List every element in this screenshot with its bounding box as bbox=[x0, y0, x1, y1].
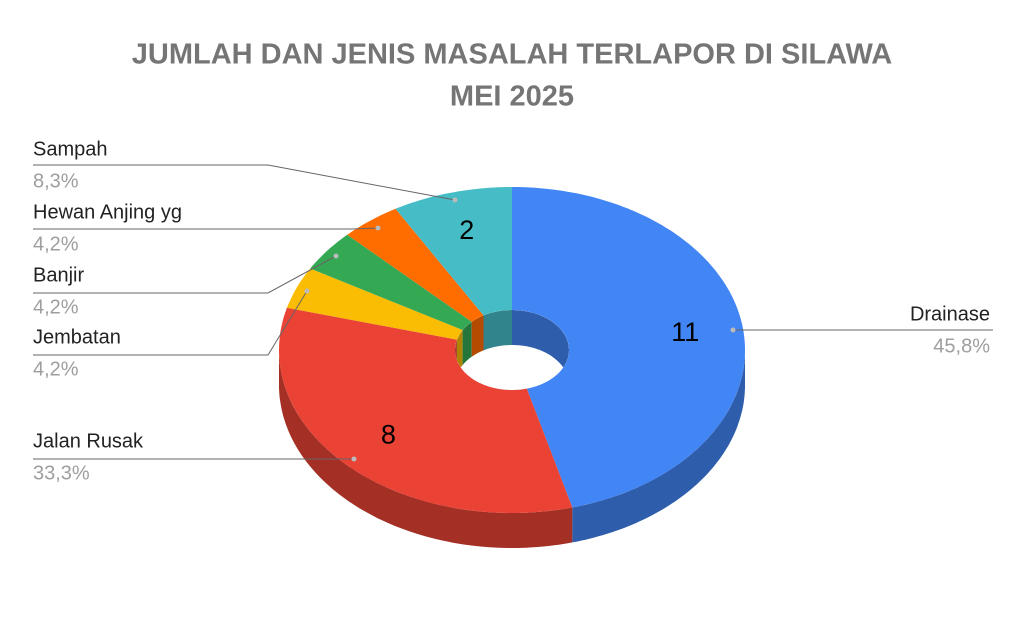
category-label: Drainase bbox=[910, 303, 990, 325]
inner-side bbox=[471, 315, 484, 357]
leader-dot bbox=[730, 327, 736, 333]
leader-dot bbox=[333, 253, 339, 259]
leader-dot bbox=[452, 197, 458, 203]
category-label: Jembatan bbox=[33, 326, 121, 348]
leader-dot bbox=[304, 288, 310, 294]
leader-line bbox=[33, 227, 379, 230]
inner-side bbox=[483, 310, 512, 351]
leader-dot bbox=[375, 225, 381, 231]
category-label: Sampah bbox=[33, 138, 108, 160]
percent-label: 33,3% bbox=[33, 462, 90, 484]
slice-side bbox=[572, 350, 745, 543]
leader-dot bbox=[351, 456, 357, 462]
leader-line bbox=[33, 290, 308, 356]
slice bbox=[286, 268, 463, 340]
leader-line bbox=[33, 164, 456, 201]
inner-side bbox=[462, 321, 472, 365]
leader-line bbox=[33, 255, 337, 294]
slice-side bbox=[279, 350, 573, 548]
chart-title: JUMLAH DAN JENIS MASALAH TERLAPOR DI SIL… bbox=[132, 39, 893, 71]
data-label: 8 bbox=[381, 420, 396, 450]
slice bbox=[310, 234, 472, 330]
category-label: Banjir bbox=[33, 264, 84, 286]
percent-label: 4,2% bbox=[33, 296, 79, 318]
percent-label: 45,8% bbox=[933, 335, 990, 357]
data-label: 2 bbox=[459, 215, 474, 245]
percent-label: 4,2% bbox=[33, 233, 79, 255]
category-label: Jalan Rusak bbox=[33, 430, 144, 452]
inner-side bbox=[512, 310, 569, 385]
data-label: 11 bbox=[671, 317, 699, 347]
chart-title: MEI 2025 bbox=[450, 81, 574, 113]
slice bbox=[279, 307, 573, 513]
percent-label: 8,3% bbox=[33, 170, 79, 192]
slice bbox=[347, 208, 484, 322]
percent-label: 4,2% bbox=[33, 358, 79, 380]
slice bbox=[512, 187, 745, 508]
category-label: Hewan Anjing yg bbox=[33, 201, 182, 223]
slice bbox=[395, 187, 512, 316]
